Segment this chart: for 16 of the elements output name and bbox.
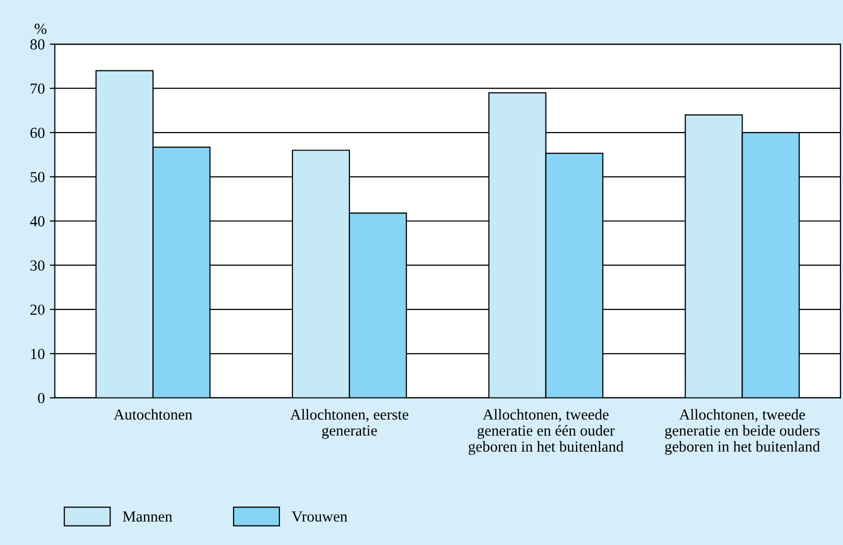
- y-tick-label: 50: [30, 172, 44, 182]
- y-tick-label: 0: [38, 392, 44, 404]
- y-tick-label: 30: [30, 260, 44, 271]
- y-tick-label: 20: [30, 304, 44, 315]
- x-tick-label: Autochtonen: [114, 408, 192, 420]
- y-tick-label: 40: [30, 216, 44, 226]
- x-tick-label: Allochtonen, tweede generatie en één ouder geboren in het buitenland: [468, 408, 624, 455]
- y-tick-label: 10: [31, 348, 44, 360]
- x-tick-label: Allochtonen, eerste generatie: [290, 408, 408, 439]
- y-tick-label: 60: [30, 128, 44, 138]
- legend-label: Vrouwen: [292, 512, 348, 522]
- y-axis-title: %: [34, 24, 46, 34]
- y-tick-label: 70: [30, 84, 44, 94]
- y-tick-label: 80: [30, 39, 44, 50]
- legend-label: Mannen: [122, 512, 172, 522]
- x-tick-label: Allochtonen, tweede generatie en beide ouders geboren in het buitenland: [665, 408, 820, 455]
